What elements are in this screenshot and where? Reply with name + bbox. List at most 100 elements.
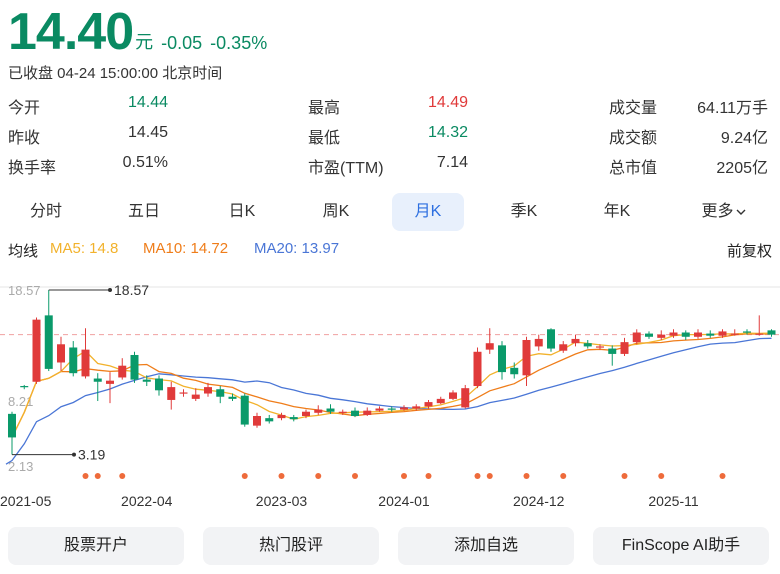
high-label: 最高 xyxy=(308,100,341,117)
candle-body xyxy=(436,398,445,404)
tab-more[interactable]: 更多 xyxy=(688,193,760,231)
min-marker-label: 3.19 xyxy=(78,447,105,463)
adjust-toggle[interactable]: 前复权 xyxy=(726,243,772,260)
candle-body xyxy=(179,392,188,394)
pe-label: 市盈(TTM) xyxy=(308,160,384,177)
candle-body xyxy=(534,338,543,347)
ma5-line xyxy=(11,332,772,438)
stats-row-1: 今开 14.44 最高 14.49 成交量 64.11万手 xyxy=(0,94,780,124)
price-unit: 元 xyxy=(135,32,154,52)
candle-body xyxy=(81,349,90,377)
amount-value: 9.24亿 xyxy=(720,130,768,147)
bottom-actions: 股票开户 热门股评 添加自选 FinScope AI助手 xyxy=(0,527,780,565)
candle-body xyxy=(608,348,617,354)
ma10-legend: MA10: 14.72 xyxy=(143,240,229,257)
event-dot xyxy=(82,473,89,479)
candle-body xyxy=(681,332,690,337)
event-dot xyxy=(94,473,101,479)
candle-body xyxy=(32,319,41,382)
y-axis-label: 18.57 xyxy=(8,283,41,298)
candle-body xyxy=(645,333,653,337)
candle-body xyxy=(694,332,702,337)
turnover-value: 0.51% xyxy=(122,154,168,171)
candle-body xyxy=(326,408,335,412)
tab-yearly-k-label: 年K xyxy=(603,203,631,220)
event-dot xyxy=(315,473,322,479)
max-marker-label: 18.57 xyxy=(114,282,149,298)
tab-five-day[interactable]: 五日 xyxy=(112,193,176,231)
candle-body xyxy=(20,386,29,388)
candle-body xyxy=(522,339,531,376)
low-label: 最低 xyxy=(308,130,341,147)
ma20-line xyxy=(5,337,772,465)
hot-comments-button[interactable]: 热门股评 xyxy=(203,527,379,565)
tab-daily-k[interactable]: 日K xyxy=(210,193,274,231)
tab-weekly-k[interactable]: 周K xyxy=(304,193,368,231)
candle-body xyxy=(57,344,65,363)
ma-legend: 均线 MA5: 14.8 MA10: 14.72 MA20: 13.97 前复权 xyxy=(8,240,772,262)
candle-body xyxy=(204,387,212,394)
tab-weekly-k-label: 周K xyxy=(322,203,350,220)
candle-body xyxy=(485,343,494,350)
market-status: 已收盘 04-24 15:00:00 北京时间 xyxy=(8,65,223,82)
candle-body xyxy=(167,387,176,400)
event-dot xyxy=(621,473,628,479)
candle-body xyxy=(718,331,727,336)
volume-value: 64.11万手 xyxy=(697,100,768,117)
tab-more-label: 更多 xyxy=(701,203,734,220)
x-axis-label: 2024-01 xyxy=(378,493,430,509)
candle-body xyxy=(400,407,408,410)
amount-label: 成交额 xyxy=(609,130,658,147)
candle-body xyxy=(338,411,347,413)
candle-body xyxy=(106,380,114,384)
candle-body xyxy=(44,315,53,369)
add-watchlist-button[interactable]: 添加自选 xyxy=(398,527,574,565)
candle-body xyxy=(289,417,298,420)
event-dot xyxy=(560,473,567,479)
candle-body xyxy=(363,410,372,415)
quote-stats: 今开 14.44 最高 14.49 成交量 64.11万手 昨收 14.45 最… xyxy=(0,94,780,184)
candle-body xyxy=(473,351,482,387)
ai-assistant-button[interactable]: FinScope AI助手 xyxy=(593,527,769,565)
tab-monthly-k-label: 月K xyxy=(414,203,442,220)
candle-body xyxy=(302,411,310,417)
tab-intraday[interactable]: 分时 xyxy=(14,193,78,231)
tab-monthly-k[interactable]: 月K xyxy=(392,193,464,231)
candle-body xyxy=(767,330,776,335)
candle-body xyxy=(412,406,421,409)
tab-yearly-k[interactable]: 年K xyxy=(585,193,649,231)
y-axis-label: 2.13 xyxy=(8,459,33,474)
event-dot xyxy=(523,473,530,479)
period-tabs: 分时 五日 日K 周K 月K 季K 年K 更多 xyxy=(0,193,780,231)
candle-body xyxy=(191,394,200,399)
candle-body xyxy=(706,333,715,336)
tab-quarterly-k[interactable]: 季K xyxy=(492,193,556,231)
event-dot xyxy=(486,473,493,479)
candle-body xyxy=(632,332,641,343)
candle-body xyxy=(155,378,163,391)
high-value: 14.49 xyxy=(427,94,468,111)
max-marker-dot xyxy=(108,288,112,292)
candle-body xyxy=(314,409,323,413)
candle-body xyxy=(387,408,396,410)
stats-row-3: 换手率 0.51% 市盈(TTM) 7.14 总市值 2205亿 xyxy=(0,154,780,184)
candle-body xyxy=(93,378,102,382)
candle-body xyxy=(8,413,16,438)
tab-quarterly-k-label: 季K xyxy=(510,203,538,220)
event-dot xyxy=(401,473,407,479)
candle-body xyxy=(498,345,506,373)
candle-body xyxy=(69,347,78,374)
open-account-button[interactable]: 股票开户 xyxy=(8,527,184,565)
ma5-legend: MA5: 14.8 xyxy=(50,240,119,257)
turnover-label: 换手率 xyxy=(8,160,57,177)
candle-body xyxy=(596,346,604,348)
x-axis-label: 2022-04 xyxy=(121,493,173,509)
candle-body xyxy=(461,388,470,408)
candlestick-chart[interactable]: 18.57 8.21 2.13 18.57 3.19 2021-05 2022-04 2023… xyxy=(0,266,780,516)
add-watchlist-label: 添加自选 xyxy=(453,537,518,554)
candle-body xyxy=(657,334,666,338)
candle-body xyxy=(449,392,457,399)
candle-body xyxy=(620,342,629,354)
candle-body xyxy=(510,367,519,375)
y-axis-label: 8.21 xyxy=(8,394,33,409)
